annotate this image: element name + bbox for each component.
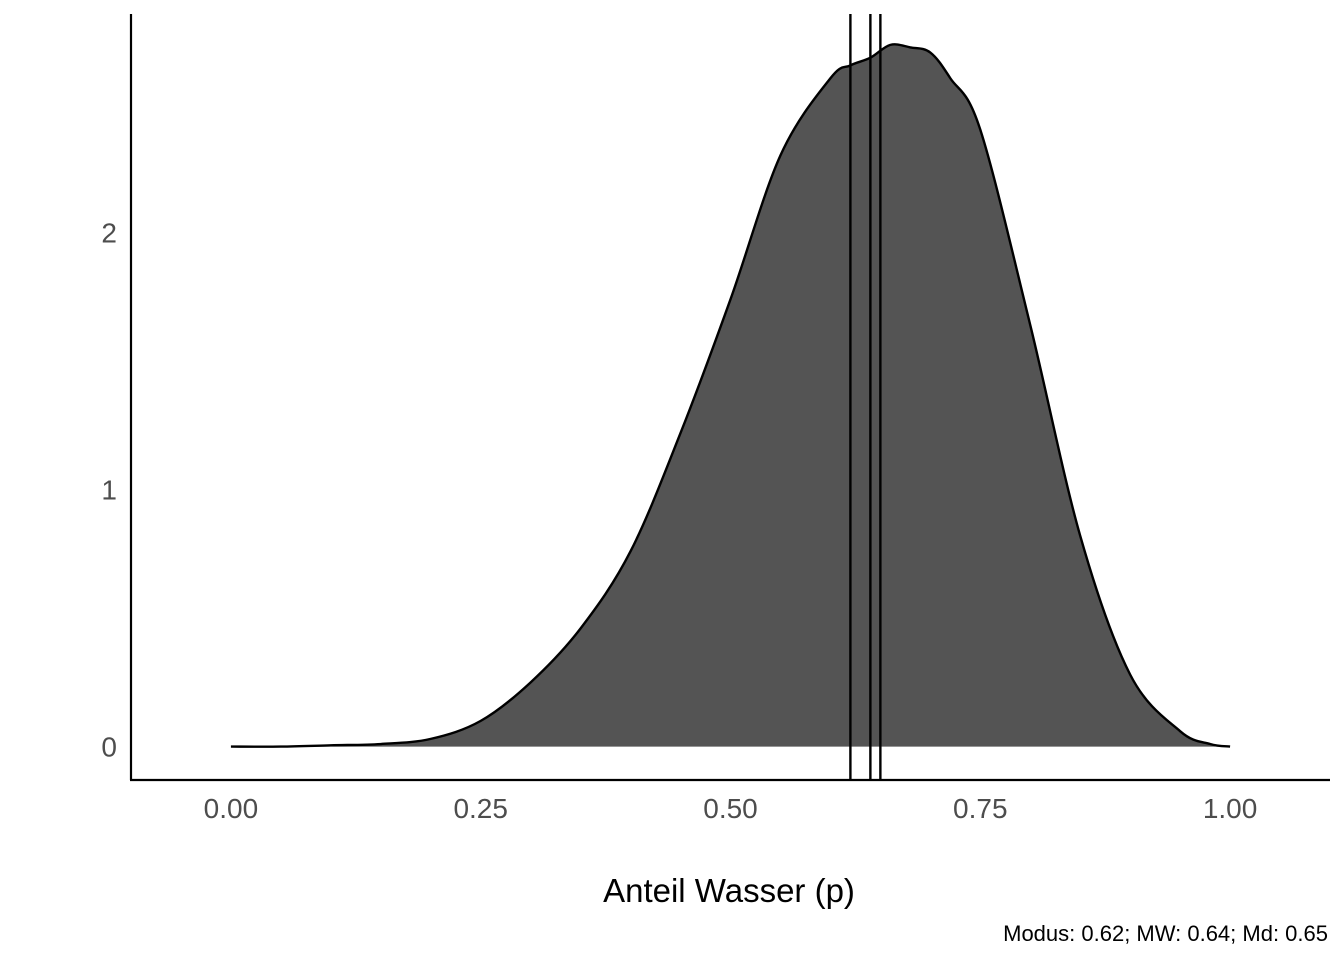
axes <box>129 14 1330 782</box>
density-curve <box>230 43 1231 748</box>
x-tick-label: 1.00 <box>1203 793 1258 824</box>
x-tick-label: 0.25 <box>453 793 508 824</box>
density-layer <box>230 43 1231 748</box>
y-tick-label: 1 <box>101 475 117 506</box>
y-tick-label: 2 <box>101 217 117 248</box>
x-tick-labels: 0.00 0.25 0.50 0.75 1.00 <box>204 793 1258 824</box>
y-tick-labels: 0 1 2 <box>101 217 117 762</box>
y-tick-label: 0 <box>101 732 117 763</box>
density-area <box>230 44 1231 747</box>
vertical-lines <box>849 14 882 780</box>
x-axis-title: Anteil Wasser (p) <box>603 872 855 909</box>
x-tick-label: 0.50 <box>703 793 758 824</box>
chart-caption: Modus: 0.62; MW: 0.64; Md: 0.65 <box>1003 921 1328 946</box>
x-tick-label: 0.00 <box>204 793 259 824</box>
x-tick-label: 0.75 <box>953 793 1008 824</box>
